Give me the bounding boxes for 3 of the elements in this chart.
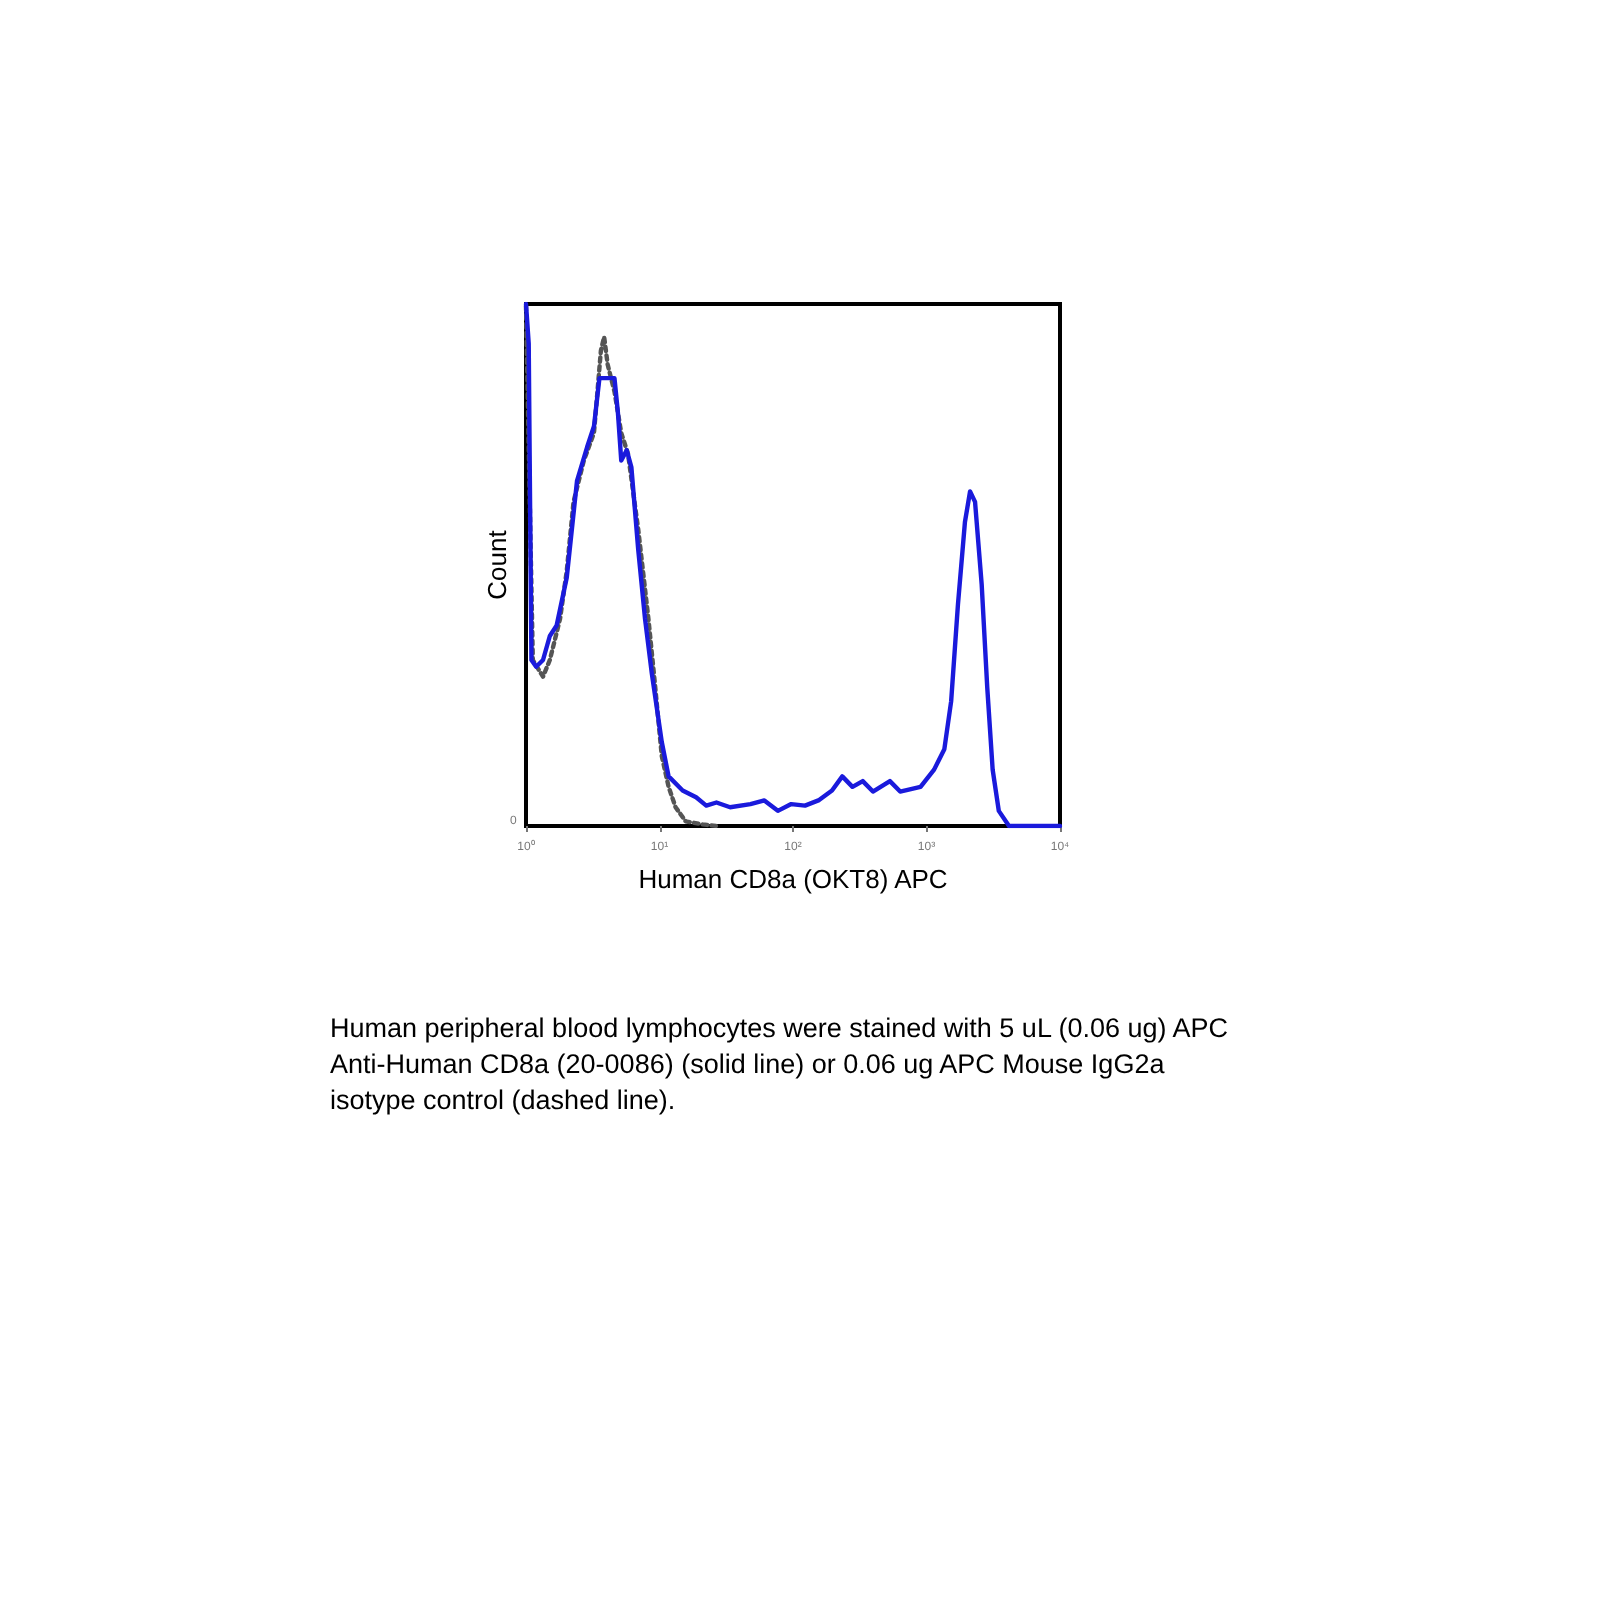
text: Human peripheral blood lymphocytes were stained with 5 uL (0.06 ug) APC Anti-Human CD8a (20-0086) (solid line) or 0.06 ug APC Mouse IgG2a isotype control (dashed line). — [330, 1013, 1236, 1115]
x-axis-title: Human CD8a (OKT8) APC — [638, 864, 948, 894]
y-axis-title: Count — [482, 529, 512, 600]
